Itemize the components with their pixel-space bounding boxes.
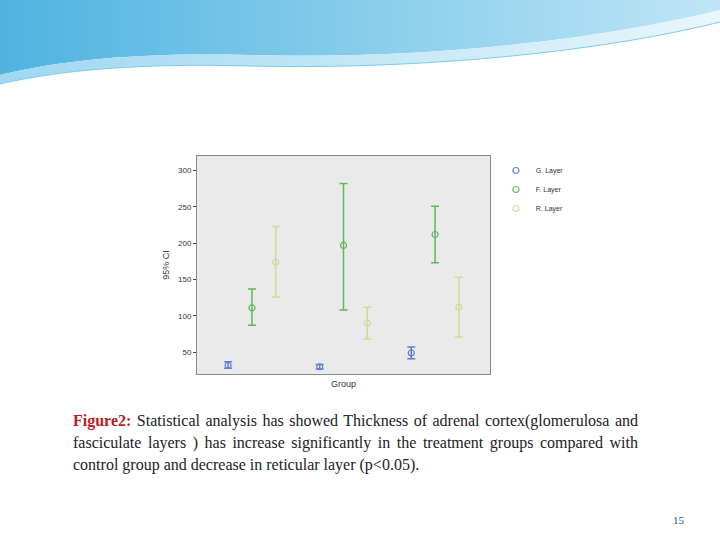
svg-text:Group: Group [331,379,356,389]
html-text:15: 15 [673,514,684,526]
html-text:Figure2: Statistical analysis: Figure2: Statistical analysis has showed… [73,412,638,473]
svg-text:95% CI: 95% CI [161,250,171,280]
svg-text:300: 300 [178,166,192,175]
svg-text:G. Layer: G. Layer [536,167,564,175]
svg-text:200: 200 [178,239,192,248]
svg-text:250: 250 [178,203,192,212]
svg-text:F. Layer: F. Layer [536,186,562,194]
svg-text:150: 150 [178,275,192,284]
svg-text:100: 100 [178,312,192,321]
svg-text:R. Layer: R. Layer [536,205,563,213]
svg-text:50: 50 [182,348,191,357]
